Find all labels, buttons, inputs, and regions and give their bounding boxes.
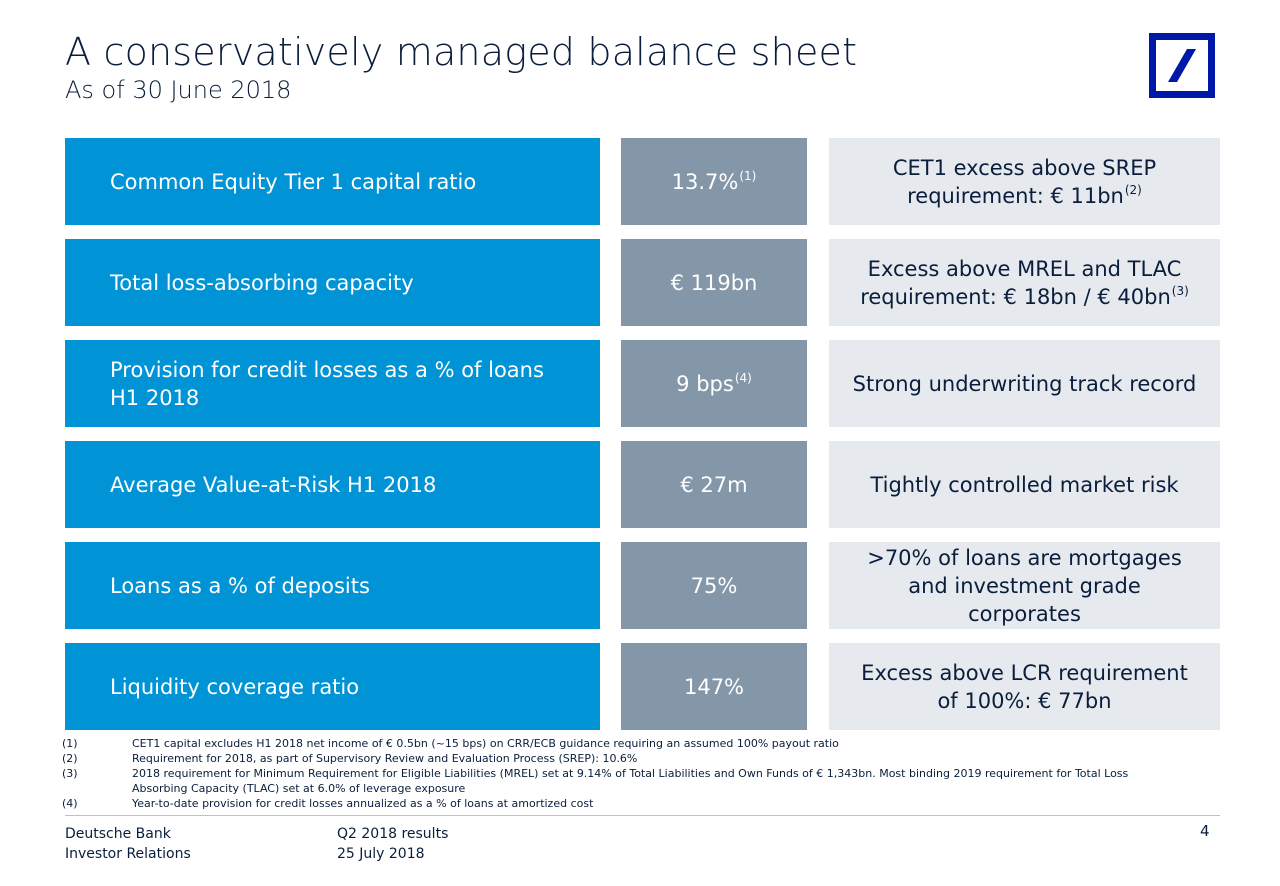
footer-company: Deutsche Bank Investor Relations: [65, 826, 191, 862]
metric-note: Strong underwriting track record: [829, 340, 1220, 427]
metric-value: 9 bps (4): [621, 340, 807, 427]
metric-label: Loans as a % of deposits: [65, 542, 600, 629]
footer-divider: [65, 815, 1220, 816]
metric-row-var: Average Value-at-Risk H1 2018 € 27m Tigh…: [65, 441, 1220, 528]
metric-row-cet1: Common Equity Tier 1 capital ratio 13.7%…: [65, 138, 1220, 225]
footnote-continuation: Absorbing Capacity (TLAC) set at 6.0% of…: [132, 782, 466, 795]
metric-note: Excess above LCR requirement of 100%: € …: [829, 643, 1220, 730]
metric-label: Provision for credit losses as a % of lo…: [65, 340, 600, 427]
metric-label: Average Value-at-Risk H1 2018: [65, 441, 600, 528]
footnote: (3) 2018 requirement for Minimum Require…: [62, 767, 1129, 780]
page-title: A conservatively managed balance sheet: [65, 30, 858, 74]
metric-row-loans-deposits: Loans as a % of deposits 75% >70% of loa…: [65, 542, 1220, 629]
metric-value: 13.7% (1): [621, 138, 807, 225]
metric-value: € 119bn: [621, 239, 807, 326]
metric-note: >70% of loans are mortgages and investme…: [829, 542, 1220, 629]
metric-value: 147%: [621, 643, 807, 730]
metric-note: Excess above MREL and TLAC requirement: …: [829, 239, 1220, 326]
footnote-ref: (1): [739, 168, 757, 183]
metric-row-lcr: Liquidity coverage ratio 147% Excess abo…: [65, 643, 1220, 730]
footnote: (2) Requirement for 2018, as part of Sup…: [62, 752, 638, 765]
footnote-ref: (2): [1124, 182, 1142, 197]
metric-row-provision: Provision for credit losses as a % of lo…: [65, 340, 1220, 427]
metric-row-tlac: Total loss-absorbing capacity € 119bn Ex…: [65, 239, 1220, 326]
footnote-ref: (3): [1171, 283, 1189, 298]
footnote: (4) Year-to-date provision for credit lo…: [62, 797, 594, 810]
metric-note: CET1 excess above SREP requirement: € 11…: [829, 138, 1220, 225]
footnote: (1) CET1 capital excludes H1 2018 net in…: [62, 737, 839, 750]
metric-label: Liquidity coverage ratio: [65, 643, 600, 730]
footnote-ref: (4): [734, 370, 752, 385]
metric-note: Tightly controlled market risk: [829, 441, 1220, 528]
deutsche-bank-logo-icon: [1149, 33, 1215, 98]
page-subtitle: As of 30 June 2018: [65, 76, 292, 104]
footer-event: Q2 2018 results 25 July 2018: [337, 826, 449, 862]
metric-label: Total loss-absorbing capacity: [65, 239, 600, 326]
metric-label: Common Equity Tier 1 capital ratio: [65, 138, 600, 225]
metric-value: € 27m: [621, 441, 807, 528]
footnotes: (1) CET1 capital excludes H1 2018 net in…: [62, 736, 1222, 811]
page-number: 4: [1200, 822, 1210, 840]
metric-value: 75%: [621, 542, 807, 629]
